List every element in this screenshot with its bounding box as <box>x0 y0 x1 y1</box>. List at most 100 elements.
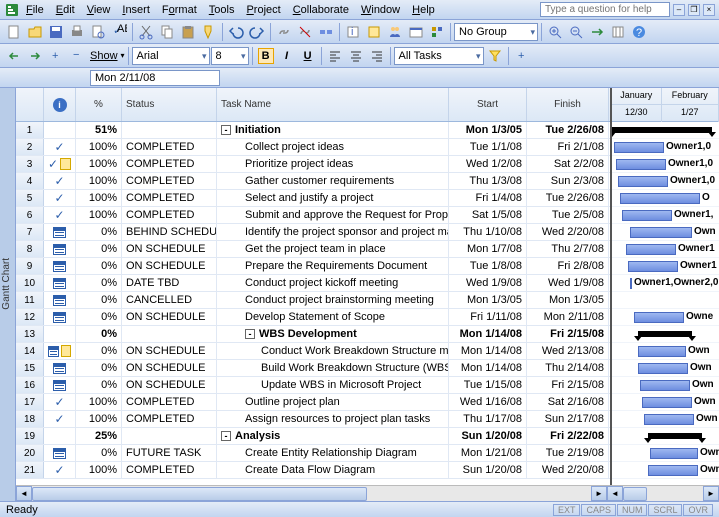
task-row[interactable]: 2✓100%COMPLETEDCollect project ideasTue … <box>16 139 610 156</box>
paste-btn[interactable] <box>178 22 198 42</box>
pct-cell[interactable]: 0% <box>76 377 122 393</box>
link-btn[interactable] <box>274 22 294 42</box>
start-cell[interactable]: Mon 1/14/08 <box>449 326 527 342</box>
row-num[interactable]: 13 <box>16 326 44 342</box>
scroll-right[interactable]: ► <box>591 486 607 501</box>
pct-cell[interactable]: 0% <box>76 360 122 376</box>
task-row[interactable]: 70%BEHIND SCHEDULEIdentify the project s… <box>16 224 610 241</box>
task-cell[interactable]: Create Data Flow Diagram <box>217 462 449 478</box>
goto-btn[interactable] <box>587 22 607 42</box>
row-num[interactable]: 20 <box>16 445 44 461</box>
menu-tools[interactable]: Tools <box>203 2 241 18</box>
task-cell[interactable]: Identify the project sponsor and project… <box>217 224 449 240</box>
italic-btn[interactable]: I <box>277 46 297 66</box>
format-painter-btn[interactable] <box>199 22 219 42</box>
row-num[interactable]: 18 <box>16 411 44 427</box>
finish-cell[interactable]: Tue 2/5/08 <box>527 207 609 223</box>
row-num[interactable]: 15 <box>16 360 44 376</box>
finish-cell[interactable]: Fri 2/15/08 <box>527 377 609 393</box>
task-row[interactable]: 160%ON SCHEDULEUpdate WBS in Microsoft P… <box>16 377 610 394</box>
indent-btn[interactable] <box>25 46 45 66</box>
gantt-row[interactable]: Owner1,0 <box>612 156 719 173</box>
status-cell[interactable]: COMPLETED <box>122 156 217 172</box>
task-cell[interactable]: Create Entity Relationship Diagram <box>217 445 449 461</box>
outline-toggle[interactable]: - <box>221 431 231 441</box>
task-bar[interactable] <box>614 142 664 153</box>
redo-btn[interactable] <box>247 22 267 42</box>
col-percent[interactable]: % <box>76 88 122 121</box>
status-cell[interactable]: BEHIND SCHEDULE <box>122 224 217 240</box>
hide-sub-btn[interactable]: − <box>67 46 87 66</box>
start-cell[interactable]: Thu 1/3/08 <box>449 173 527 189</box>
start-cell[interactable]: Wed 1/2/08 <box>449 156 527 172</box>
row-num[interactable]: 1 <box>16 122 44 138</box>
zoom-out-btn[interactable] <box>566 22 586 42</box>
status-cell[interactable]: ON SCHEDULE <box>122 258 217 274</box>
pct-cell[interactable]: 100% <box>76 207 122 223</box>
gantt-row[interactable]: O <box>612 190 719 207</box>
task-cell[interactable]: Update WBS in Microsoft Project <box>217 377 449 393</box>
row-num[interactable]: 11 <box>16 292 44 308</box>
pct-cell[interactable]: 0% <box>76 445 122 461</box>
task-bar[interactable] <box>626 244 676 255</box>
task-row[interactable]: 140%ON SCHEDULEConduct Work Breakdown St… <box>16 343 610 360</box>
scroll-right-2[interactable]: ► <box>703 486 719 501</box>
task-cell[interactable]: Outline project plan <box>217 394 449 410</box>
status-cell[interactable]: ON SCHEDULE <box>122 343 217 359</box>
task-row[interactable]: 130%-WBS DevelopmentMon 1/14/08Fri 2/15/… <box>16 326 610 343</box>
gantt-row[interactable]: Owner1, <box>612 207 719 224</box>
finish-cell[interactable]: Wed 2/20/08 <box>527 224 609 240</box>
task-bar[interactable] <box>650 448 698 459</box>
filter-select[interactable]: All Tasks <box>394 47 484 65</box>
menu-insert[interactable]: Insert <box>116 2 156 18</box>
align-right-btn[interactable] <box>367 46 387 66</box>
split-btn[interactable] <box>316 22 336 42</box>
pct-cell[interactable]: 100% <box>76 411 122 427</box>
scroll-left[interactable]: ◄ <box>16 486 32 501</box>
row-num[interactable]: 3 <box>16 156 44 172</box>
start-cell[interactable]: Thu 1/10/08 <box>449 224 527 240</box>
pct-cell[interactable]: 100% <box>76 173 122 189</box>
menu-format[interactable]: Format <box>156 2 203 18</box>
task-cell[interactable]: Prioritize project ideas <box>217 156 449 172</box>
task-cell[interactable]: -Analysis <box>217 428 449 444</box>
start-cell[interactable]: Sun 1/20/08 <box>449 462 527 478</box>
close-btn[interactable]: × <box>703 4 715 16</box>
finish-cell[interactable]: Sun 2/3/08 <box>527 173 609 189</box>
gantt-row[interactable]: Own <box>612 462 719 479</box>
status-cell[interactable]: COMPLETED <box>122 411 217 427</box>
restore-btn[interactable]: ❐ <box>688 4 700 16</box>
task-bar[interactable] <box>640 380 690 391</box>
status-cell[interactable]: COMPLETED <box>122 462 217 478</box>
columns-btn[interactable] <box>608 22 628 42</box>
pct-cell[interactable]: 0% <box>76 258 122 274</box>
pct-cell[interactable]: 0% <box>76 224 122 240</box>
info-btn[interactable]: i <box>343 22 363 42</box>
minimize-btn[interactable]: – <box>673 4 685 16</box>
gantt-row[interactable]: Own <box>612 394 719 411</box>
finish-cell[interactable]: Tue 2/26/08 <box>527 190 609 206</box>
task-row[interactable]: 5✓100%COMPLETEDSelect and justify a proj… <box>16 190 610 207</box>
start-cell[interactable]: Thu 1/17/08 <box>449 411 527 427</box>
row-num[interactable]: 5 <box>16 190 44 206</box>
status-cell[interactable]: ON SCHEDULE <box>122 309 217 325</box>
row-num[interactable]: 14 <box>16 343 44 359</box>
task-bar[interactable] <box>630 278 632 289</box>
task-bar[interactable] <box>638 346 686 357</box>
col-indicator[interactable]: i <box>44 88 76 121</box>
status-cell[interactable]: ON SCHEDULE <box>122 360 217 376</box>
start-cell[interactable]: Fri 1/4/08 <box>449 190 527 206</box>
task-row[interactable]: 21✓100%COMPLETEDCreate Data Flow Diagram… <box>16 462 610 479</box>
task-row[interactable]: 4✓100%COMPLETEDGather customer requireme… <box>16 173 610 190</box>
open-btn[interactable] <box>25 22 45 42</box>
pct-cell[interactable]: 100% <box>76 462 122 478</box>
status-cell[interactable]: FUTURE TASK <box>122 445 217 461</box>
start-cell[interactable]: Tue 1/15/08 <box>449 377 527 393</box>
undo-btn[interactable] <box>226 22 246 42</box>
notes-btn[interactable] <box>364 22 384 42</box>
status-cell[interactable] <box>122 122 217 138</box>
pct-cell[interactable]: 100% <box>76 190 122 206</box>
publish-btn[interactable] <box>406 22 426 42</box>
h-scrollbar[interactable]: ◄ ► ◄ ► <box>16 485 719 501</box>
task-bar[interactable] <box>620 193 700 204</box>
